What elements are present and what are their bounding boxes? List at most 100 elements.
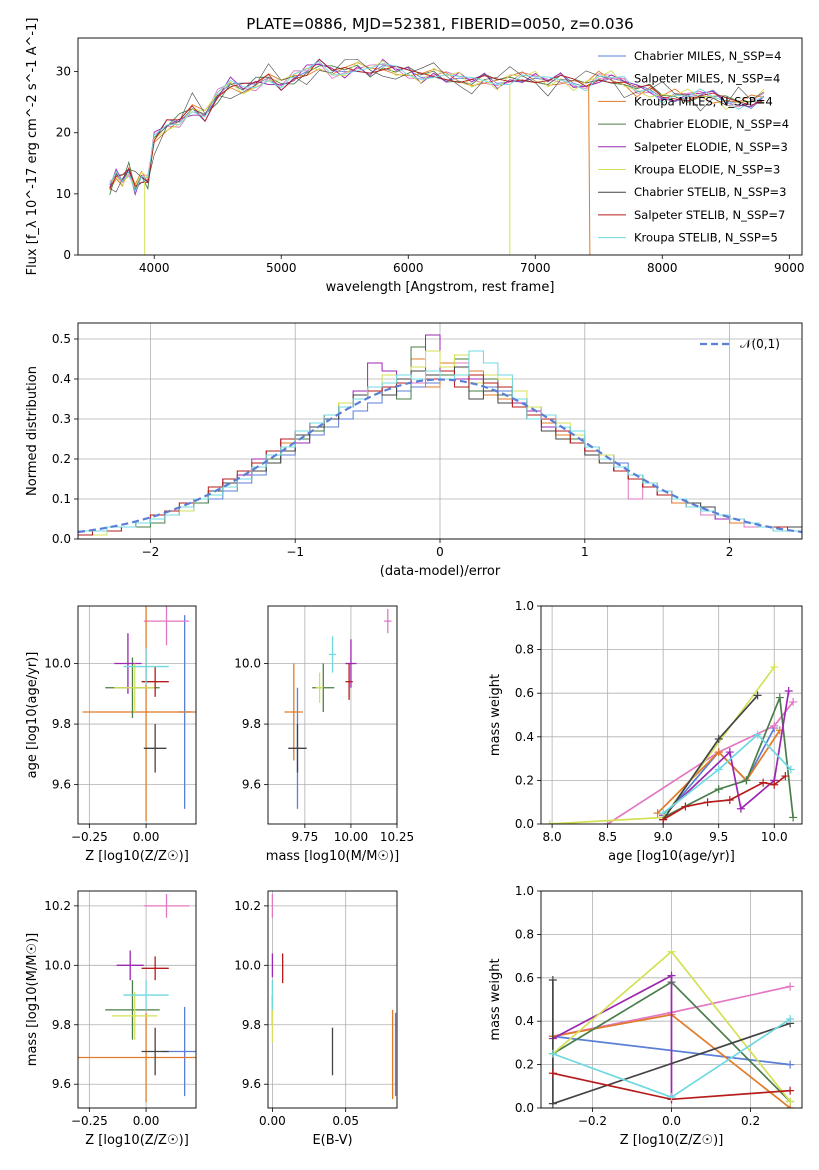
axes-frame xyxy=(267,605,398,825)
x-tick-label: −0.25 xyxy=(71,830,108,844)
x-tick-label: 1 xyxy=(581,545,589,559)
weight-marker xyxy=(548,975,557,984)
y-axis-label: mass [log10(M/M☉)] xyxy=(25,933,40,1066)
x-tick-label: 8.5 xyxy=(598,830,617,844)
y-tick-label: 9.6 xyxy=(52,778,71,792)
x-tick-label: 0.2 xyxy=(741,1114,760,1128)
weight-marker xyxy=(548,1099,557,1108)
x-tick-label: 0.00 xyxy=(259,1114,286,1128)
x-tick-label: 0.05 xyxy=(332,1114,359,1128)
weight-marker xyxy=(667,947,676,956)
errorbar-point-6 xyxy=(141,1027,169,1076)
x-axis-label: Z [log10(Z/Z☉)] xyxy=(620,1133,724,1148)
weight-marker xyxy=(742,776,751,785)
legend-entry: Kroupa ELODIE, N_SSP=3 xyxy=(634,163,780,177)
x-tick-label: 10.0 xyxy=(761,830,788,844)
legend-entry: Chabrier STELIB, N_SSP=3 xyxy=(634,185,786,199)
errorbar-point-4 xyxy=(116,950,144,981)
errorbar-point-6 xyxy=(143,724,167,773)
x-tick-label: 0.00 xyxy=(133,1114,160,1128)
legend-entry: Kroupa STELIB, N_SSP=5 xyxy=(634,231,778,245)
x-tick-label: 9.75 xyxy=(291,830,318,844)
errorbar-point-1 xyxy=(143,893,190,918)
errorbar-point-2 xyxy=(82,606,196,821)
y-tick-label: 9.6 xyxy=(52,1077,71,1091)
x-axis-label: (data-model)/error xyxy=(380,564,501,579)
errorbar-point-8 xyxy=(328,636,337,673)
legend-entry: Salpeter MILES, N_SSP=4 xyxy=(634,72,780,86)
weight-marker xyxy=(545,820,554,824)
errorbar-point-3 xyxy=(105,980,160,1040)
y-tick-label: 0.3 xyxy=(52,412,71,426)
x-axis-label: wavelength [Angstrom, rest frame] xyxy=(326,280,555,295)
x-tick-label: 0 xyxy=(436,545,444,559)
errorbar-point-0 xyxy=(161,1006,196,1097)
weight-marker xyxy=(548,1069,557,1078)
x-tick-label: 9.0 xyxy=(654,830,673,844)
y-tick-label: 0.4 xyxy=(515,730,534,744)
x-tick-label: −1 xyxy=(286,545,304,559)
weight-marker xyxy=(786,1086,795,1095)
errorbar-point-1 xyxy=(143,606,190,646)
weight-marker xyxy=(775,693,784,702)
x-tick-label: 4000 xyxy=(139,261,170,275)
weight-marker xyxy=(725,796,734,805)
errorbar-point-6 xyxy=(288,724,307,773)
y-tick-label: 10.0 xyxy=(234,958,261,972)
y-tick-label: 0.2 xyxy=(515,1058,534,1072)
axes-frame xyxy=(77,37,803,256)
weight-line-5 xyxy=(549,666,775,824)
y-tick-label: 1.0 xyxy=(515,884,534,898)
y-tick-label: 0.0 xyxy=(515,817,534,831)
y-tick-label: 0.5 xyxy=(52,332,71,346)
axes-6 xyxy=(264,891,397,1112)
x-tick-label: −0.2 xyxy=(578,1114,607,1128)
errorbar-point-2 xyxy=(284,663,304,761)
weight-marker xyxy=(786,982,795,991)
spectrum-line-7 xyxy=(109,58,765,189)
axes-3 xyxy=(264,606,398,828)
errorbar-point-5 xyxy=(112,992,158,1040)
weight-marker xyxy=(703,798,712,807)
weight-marker xyxy=(714,785,723,794)
y-tick-label: 10 xyxy=(56,187,71,201)
y-tick-label: 0.2 xyxy=(515,773,534,787)
y-axis-label: mass weight xyxy=(488,958,503,1040)
axes-2 xyxy=(74,606,196,828)
weight-marker xyxy=(725,748,734,757)
weight-line-8 xyxy=(662,733,792,814)
y-tick-label: 0.0 xyxy=(52,532,71,546)
x-tick-label: −2 xyxy=(142,545,160,559)
weight-marker xyxy=(786,1015,795,1024)
weight-marker xyxy=(786,765,795,774)
weight-marker xyxy=(714,765,723,774)
weight-marker xyxy=(789,697,798,706)
weight-marker xyxy=(753,691,762,700)
y-axis-label: age [log10(age/yr)] xyxy=(25,652,40,779)
y-tick-label: 0.1 xyxy=(52,492,71,506)
weight-marker xyxy=(659,809,668,818)
x-tick-label: 0.0 xyxy=(662,1114,681,1128)
axes-1 xyxy=(74,323,802,543)
weight-marker xyxy=(759,778,768,787)
axes-4 xyxy=(537,605,802,828)
weight-marker xyxy=(770,663,779,672)
y-axis-label: Normed distribution xyxy=(25,366,40,496)
y-tick-label: 10.0 xyxy=(44,657,71,671)
x-tick-label: 9000 xyxy=(774,261,805,275)
y-tick-label: 10.2 xyxy=(44,899,71,913)
legend-entry: Chabrier MILES, N_SSP=4 xyxy=(634,49,781,63)
weight-marker xyxy=(714,748,723,757)
legend-entry: Salpeter ELODIE, N_SSP=3 xyxy=(634,140,788,154)
y-tick-label: 0.6 xyxy=(515,686,534,700)
axes-frame xyxy=(77,605,197,825)
y-tick-label: 10.2 xyxy=(234,899,261,913)
y-tick-label: 9.8 xyxy=(242,717,261,731)
weight-marker xyxy=(789,813,798,822)
errorbar-point-8 xyxy=(123,980,169,1010)
errorbar-point-8 xyxy=(123,648,169,685)
y-tick-label: 0 xyxy=(63,248,71,262)
gaussian-curve xyxy=(78,378,802,534)
legend-entry: Salpeter STELIB, N_SSP=7 xyxy=(634,208,785,222)
legend-entry: Kroupa MILES, N_SSP=4 xyxy=(634,94,773,108)
